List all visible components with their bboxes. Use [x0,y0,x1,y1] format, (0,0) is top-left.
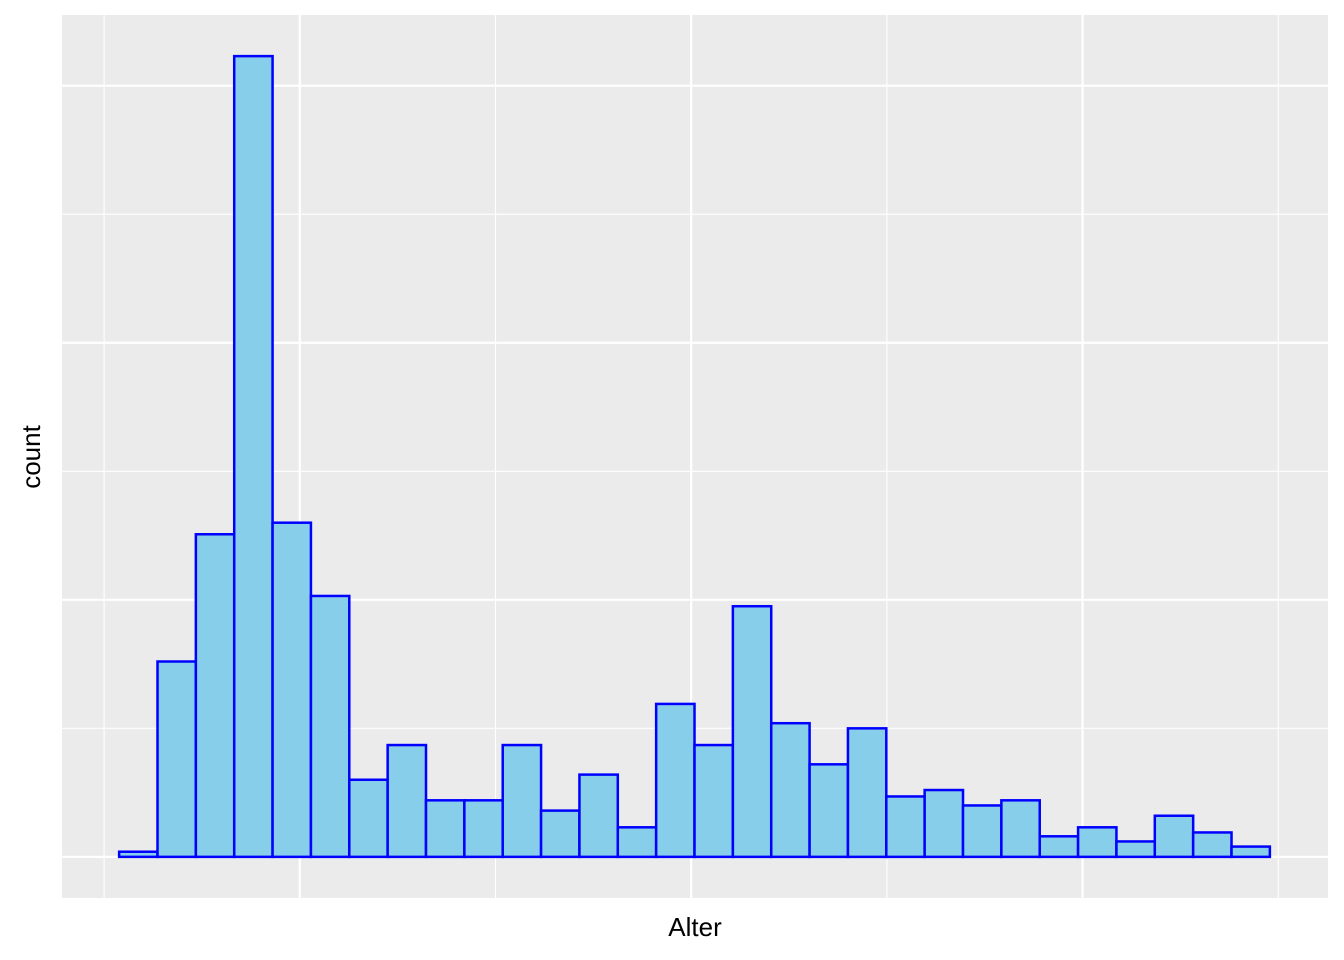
bar [846,727,888,859]
y-axis-label: count [16,424,46,488]
bar [271,521,313,859]
bar [923,788,965,859]
bar [117,850,159,859]
bar [232,54,274,859]
bar [1115,840,1157,859]
bars [117,54,1272,859]
bar [539,809,581,859]
bar [961,804,1003,859]
bar [501,743,543,859]
bar [808,763,850,859]
bar [578,773,620,859]
bar [309,594,351,859]
bar [1076,826,1118,859]
bar [348,778,389,859]
bar [616,826,658,859]
bar [156,660,198,859]
bar [885,795,926,859]
bar [463,799,504,859]
bar [194,533,236,859]
bar [693,743,735,859]
bar [1230,845,1272,859]
bar [1153,814,1195,859]
bar [424,799,466,859]
bar [386,743,428,859]
bar [1191,831,1233,859]
x-axis-label: Alter [668,912,722,942]
bar [1000,799,1041,859]
bar [769,721,811,859]
bar [654,702,696,859]
bar [731,604,773,859]
bar [1038,835,1080,859]
